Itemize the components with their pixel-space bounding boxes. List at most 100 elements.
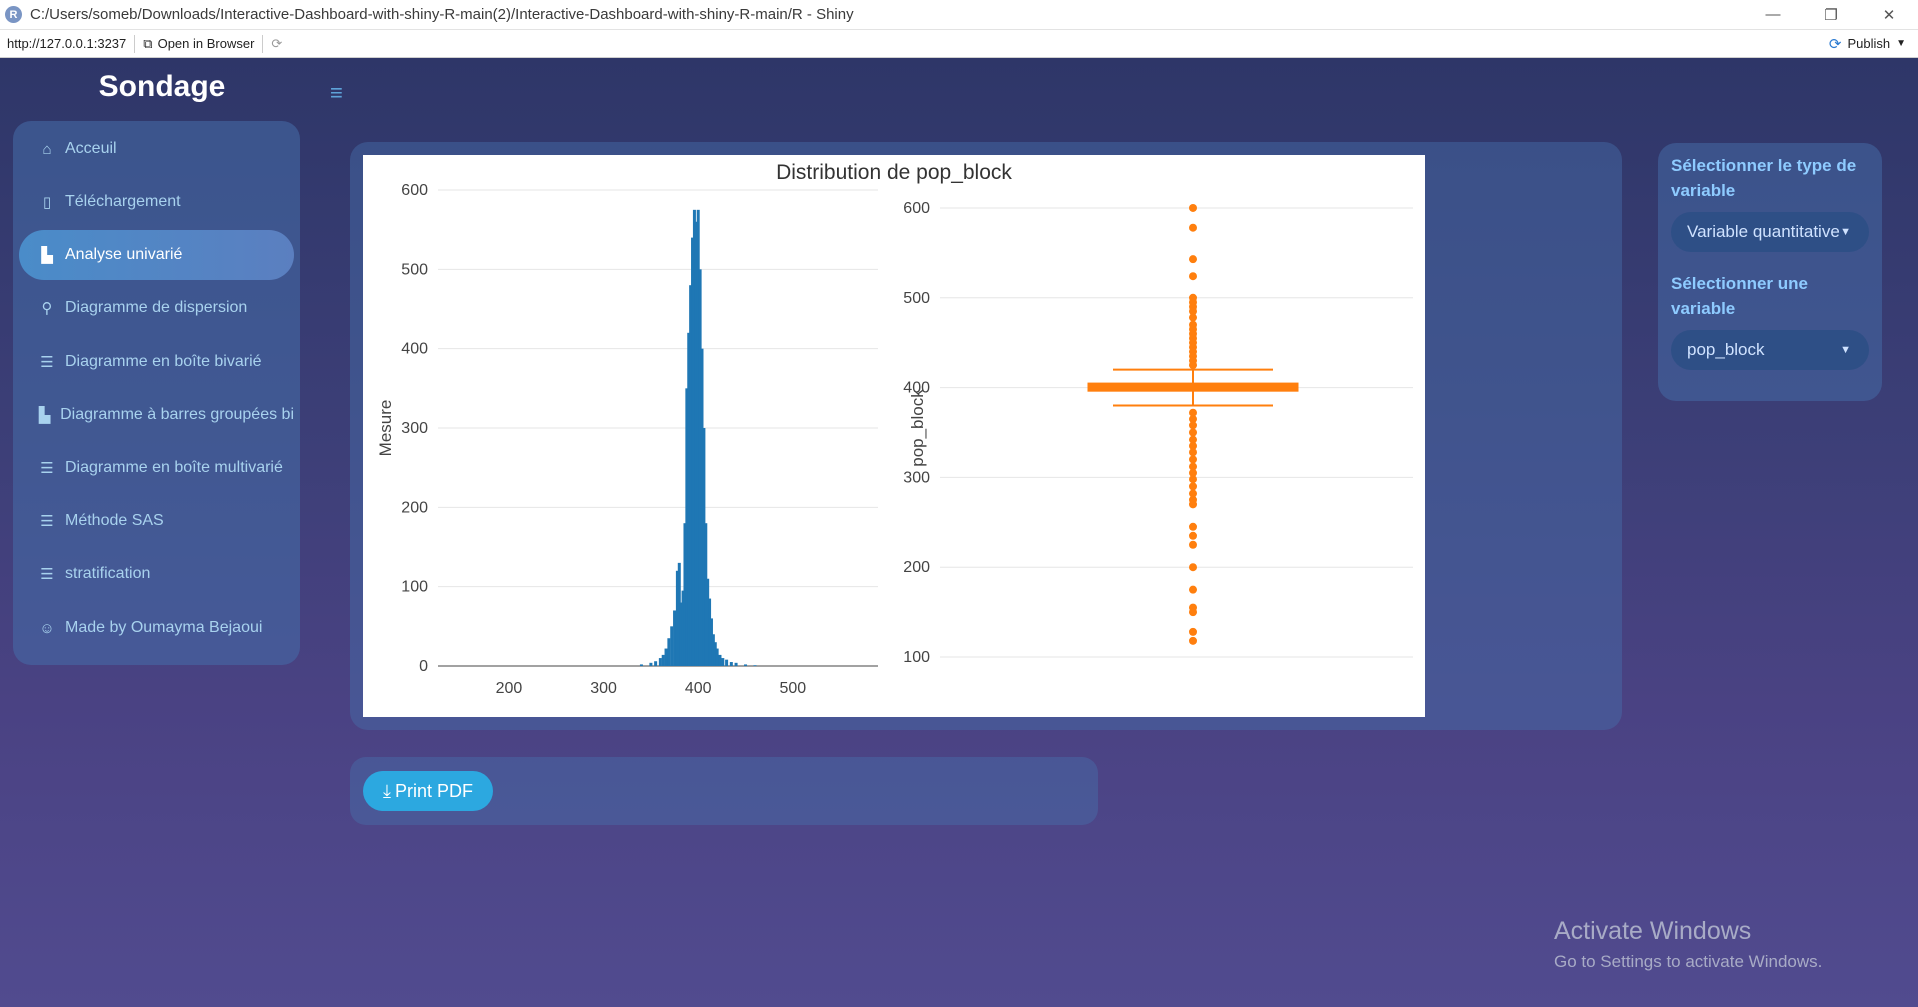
histogram-bar bbox=[694, 221, 698, 666]
y-tick-label: 400 bbox=[401, 341, 428, 358]
user-circle-icon: ☺ bbox=[39, 619, 55, 637]
y-tick-label: 500 bbox=[903, 290, 930, 307]
y-tick-label: 0 bbox=[419, 658, 428, 675]
sidebar-item[interactable]: ☺ Made by Oumayma Bejaoui bbox=[19, 603, 294, 653]
outlier-point bbox=[1189, 455, 1197, 464]
y-tick-label: 300 bbox=[401, 420, 428, 437]
y-axis-label: Mesure bbox=[376, 400, 395, 457]
x-tick-label: 200 bbox=[496, 680, 523, 697]
outlier-point bbox=[1189, 468, 1197, 477]
maximize-button[interactable]: ❐ bbox=[1824, 6, 1838, 24]
sidebar-item[interactable]: ▙ Diagramme à barres groupées bi bbox=[19, 390, 294, 440]
download-icon: ⤓ bbox=[383, 780, 391, 801]
sidebar-item-label: Téléchargement bbox=[65, 193, 181, 210]
histogram-bar bbox=[725, 659, 729, 666]
sliders-icon: ☰ bbox=[40, 566, 54, 583]
home-icon: ⌂ bbox=[42, 140, 52, 158]
chart-title: Distribution de pop_block bbox=[776, 161, 1012, 184]
histogram-bar bbox=[692, 209, 696, 667]
sliders-icon: ☰ bbox=[40, 460, 54, 477]
outlier-point bbox=[1189, 415, 1197, 424]
open-window-icon: ⧉ bbox=[143, 35, 153, 51]
sliders-icon: ☰ bbox=[40, 354, 54, 371]
histogram-bar bbox=[639, 664, 643, 666]
menu-toggle-icon[interactable]: ≡ bbox=[330, 80, 343, 105]
outlier-point bbox=[1189, 489, 1197, 498]
open-in-browser-button[interactable]: ⧉ Open in Browser bbox=[143, 36, 254, 52]
histogram-bar bbox=[664, 648, 668, 666]
sidebar-item[interactable]: ⌂ Acceuil bbox=[19, 124, 294, 174]
sidebar-item[interactable]: ☰ Diagramme en boîte bivarié bbox=[19, 337, 294, 387]
outlier-point bbox=[1189, 475, 1197, 484]
sidebar-item[interactable]: ▯ Téléchargement bbox=[19, 177, 294, 227]
histogram-bar bbox=[721, 658, 725, 666]
window-titlebar: R C:/Users/someb/Downloads/Interactive-D… bbox=[0, 0, 1918, 30]
chevron-down-icon: ▼ bbox=[1840, 344, 1851, 356]
histogram-bar bbox=[729, 662, 733, 666]
type-select[interactable]: Variable quantitative ▼ bbox=[1671, 212, 1869, 252]
sidebar-item[interactable]: ☰ stratification bbox=[19, 549, 294, 599]
chart-svg[interactable]: 0 100 200 300 400 500 600 200 300 400 500 Mesure 100… bbox=[363, 155, 1425, 717]
histogram-bar bbox=[677, 562, 681, 666]
variable-select[interactable]: pop_block ▼ bbox=[1671, 330, 1869, 370]
histogram-bar bbox=[706, 578, 710, 666]
window-title: C:/Users/someb/Downloads/Interactive-Das… bbox=[30, 6, 854, 23]
y-tick-label: 200 bbox=[401, 499, 428, 516]
y-tick-label: 100 bbox=[401, 579, 428, 596]
outlier-point bbox=[1189, 435, 1197, 444]
publish-icon: ⟳ bbox=[1828, 35, 1842, 53]
histogram-bar bbox=[698, 269, 702, 666]
address-bar: http://127.0.0.1:3237 ⧉ Open in Browser … bbox=[0, 30, 1918, 58]
app-brand: Sondage bbox=[98, 70, 226, 103]
minimize-button[interactable]: — bbox=[1765, 6, 1781, 23]
histogram-bar bbox=[718, 654, 722, 666]
bar-chart-icon: ▙ bbox=[38, 407, 51, 424]
outlier-point bbox=[1189, 522, 1197, 531]
y-tick-label: 600 bbox=[401, 182, 428, 199]
outlier-point bbox=[1189, 448, 1197, 457]
y-tick-label: 100 bbox=[903, 649, 930, 666]
outlier-point bbox=[1189, 531, 1197, 540]
sidebar-item[interactable]: ▙ Analyse univarié bbox=[19, 230, 294, 280]
scatter-icon: ⚲ bbox=[41, 300, 53, 317]
histogram-bar bbox=[704, 523, 708, 666]
file-icon: ▯ bbox=[42, 194, 52, 211]
url-text[interactable]: http://127.0.0.1:3237 bbox=[7, 36, 127, 51]
refresh-icon[interactable]: ⟳ bbox=[271, 35, 283, 51]
histogram-bar bbox=[683, 523, 687, 666]
histogram-bar bbox=[681, 590, 685, 666]
histogram-bar bbox=[711, 634, 715, 666]
sidebar-item[interactable]: ☰ Méthode SAS bbox=[19, 496, 294, 546]
sidebar-item-label: Diagramme en boîte multivarié bbox=[65, 459, 283, 476]
outlier-point bbox=[1189, 428, 1197, 437]
histogram-bar bbox=[667, 638, 671, 666]
histogram-bar bbox=[709, 618, 713, 666]
publish-button[interactable]: ⟳ Publish ▼ bbox=[1829, 35, 1906, 53]
sidebar: ⌂ Acceuil ▯ Téléchargement ▙ Analyse univarié… bbox=[13, 121, 300, 665]
y-axis-label: pop_block bbox=[908, 389, 927, 467]
sidebar-item-label: Diagramme de dispersion bbox=[65, 299, 248, 316]
sidebar-item-label: Made by Oumayma Bejaoui bbox=[65, 619, 263, 636]
histogram-bar bbox=[700, 348, 704, 666]
print-pdf-button[interactable]: ⤓ Print PDF bbox=[363, 771, 493, 811]
type-select-value: Variable quantitative bbox=[1687, 222, 1840, 241]
sidebar-item-label: Analyse univarié bbox=[65, 246, 183, 263]
sidebar-item-label: Méthode SAS bbox=[65, 512, 164, 529]
outlier-point bbox=[1189, 255, 1197, 264]
sidebar-item[interactable]: ☰ Diagramme en boîte multivarié bbox=[19, 443, 294, 493]
outlier-point bbox=[1189, 272, 1197, 281]
x-tick-label: 400 bbox=[685, 680, 712, 697]
outlier-point bbox=[1189, 636, 1197, 645]
y-tick-label: 300 bbox=[903, 469, 930, 486]
histogram-bar bbox=[715, 648, 719, 666]
histogram-bar bbox=[734, 662, 738, 666]
y-tick-label: 400 bbox=[903, 380, 930, 397]
outlier-point bbox=[1189, 627, 1197, 636]
chevron-down-icon: ▼ bbox=[1896, 38, 1906, 49]
sliders-icon: ☰ bbox=[40, 513, 54, 530]
open-in-browser-label: Open in Browser bbox=[157, 36, 255, 51]
variable-select-label: Sélectionner une variable bbox=[1671, 274, 1808, 318]
histogram-bar bbox=[689, 285, 693, 666]
sidebar-item[interactable]: ⚲ Diagramme de dispersion bbox=[19, 283, 294, 333]
close-button[interactable]: ✕ bbox=[1882, 6, 1896, 24]
